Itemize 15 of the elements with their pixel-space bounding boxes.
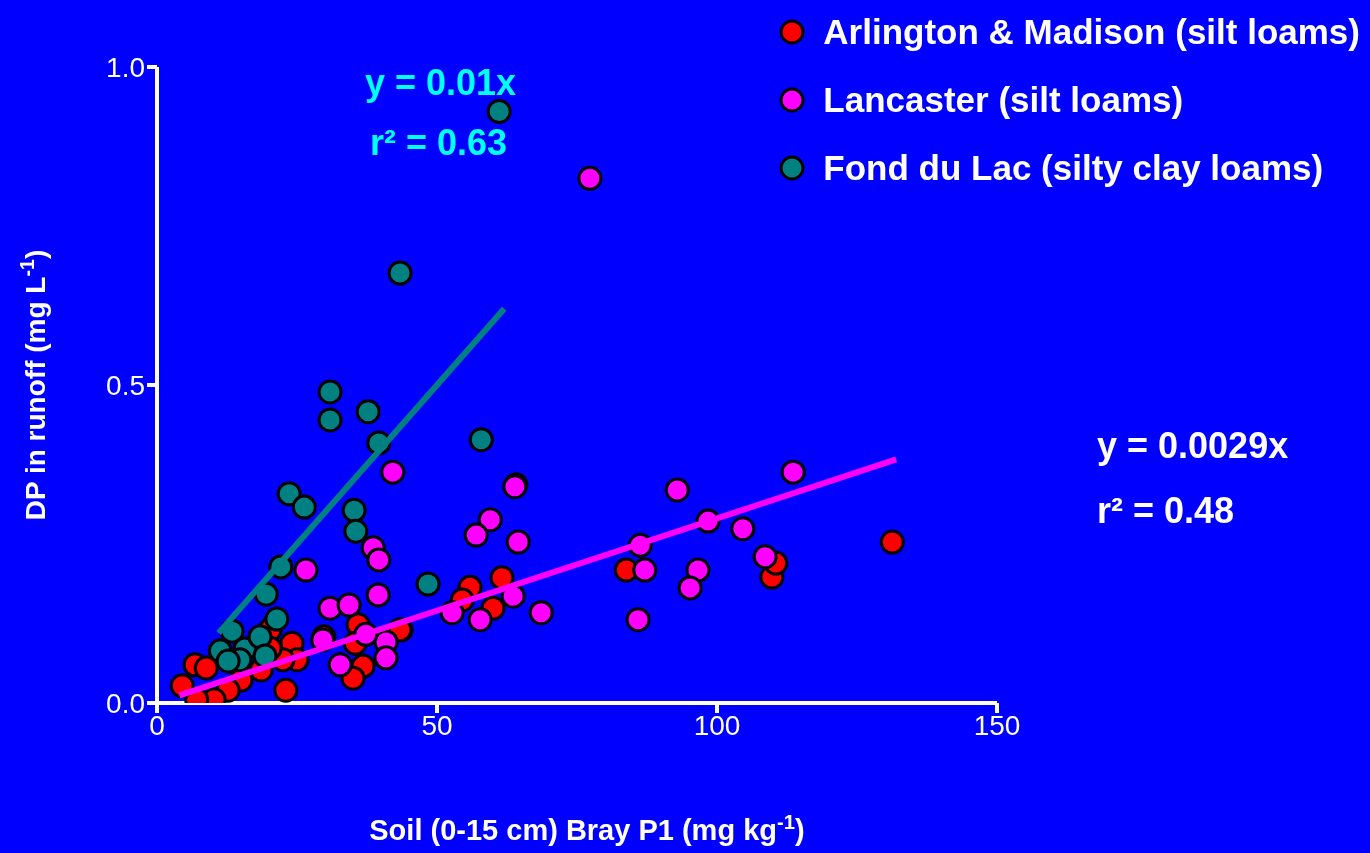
text: r² = 0.48 <box>1097 490 1235 532</box>
x-tick-label: 50 <box>421 709 453 741</box>
annotation: r² = 0.63 <box>370 122 508 164</box>
annotation: y = 0.01x <box>365 62 517 104</box>
y-tick-label: 0.5 <box>106 369 145 401</box>
legend-label: Arlington & Madison (silt loams) <box>823 12 1360 52</box>
x-tick-label: 150 <box>973 709 1021 741</box>
y-tick-label: 1.0 <box>106 51 145 83</box>
x-tick-label: 0 <box>149 709 165 741</box>
x-axis-title: Soil (0-15 cm) Bray P1 (mg kg$^{-1}$) <box>369 811 805 846</box>
y-tick-label: 0.0 <box>106 687 145 719</box>
text: y = 0.0029x <box>1097 425 1289 467</box>
legend-label: Fond du Lac (silty clay loams) <box>823 148 1324 188</box>
legend-label: Lancaster (silt loams) <box>823 80 1184 120</box>
x-tick-label: 100 <box>693 709 741 741</box>
